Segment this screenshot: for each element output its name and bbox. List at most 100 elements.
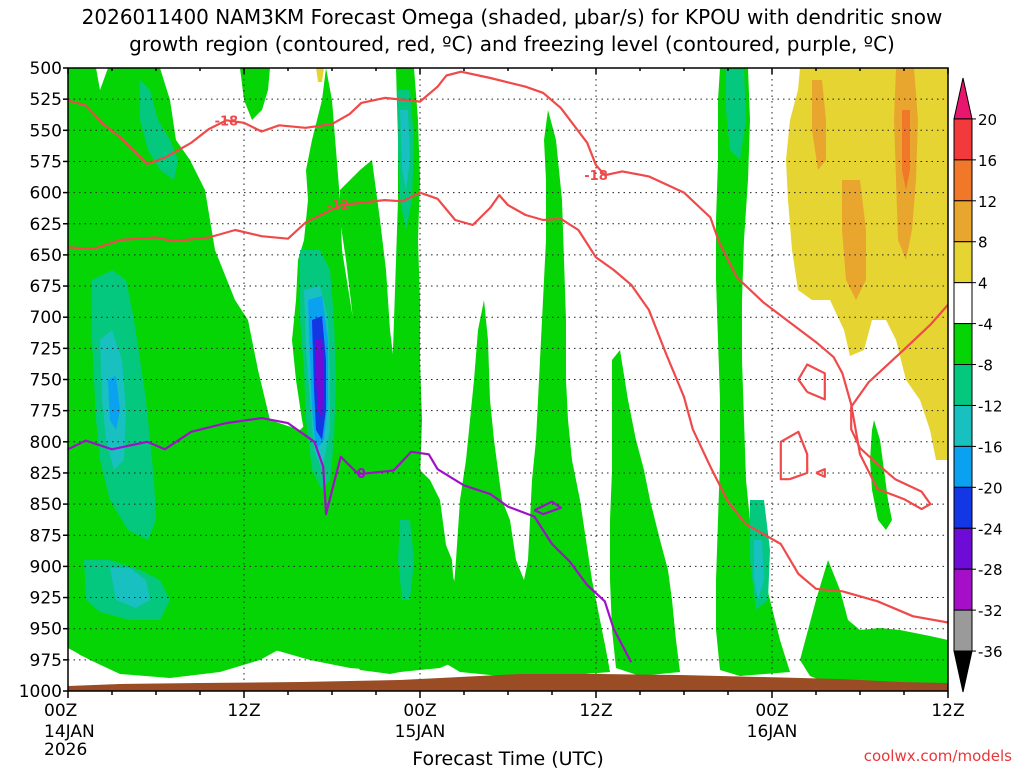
omega-gold-1 [812,80,826,170]
omega-yellow-small [316,68,324,82]
y-axis: 500 525 550 575 600 625 650 675 700 725 750 775 800 8… [19,59,68,702]
colorbar-label: -16 [978,438,1003,456]
colorbar-swatch [953,118,973,161]
credit-text: coolwx.com/models [864,747,1012,765]
x-tick-label-l2: 14JAN [44,722,95,742]
chart-title-line2: growth region (contoured, red, ºC) and f… [129,32,895,56]
colorbar-swatch [953,609,973,652]
gridlines [68,68,948,691]
colorbar-swatch [953,200,973,243]
omega-cyan-4 [400,110,410,190]
colorbar-label: 4 [978,275,988,293]
freezing-level-contour-line [533,500,562,516]
omega-teal-6 [398,520,414,600]
colorbar-label: -24 [978,520,1003,538]
dgz-contour-line [815,468,826,478]
y-tick-label: 550 [30,121,62,141]
omega-blue-2 [108,376,120,430]
colorbar-label: -4 [978,316,993,334]
terrain [68,674,948,691]
colorbar-label: -20 [978,479,1003,497]
dgz-contour-line [779,430,809,481]
omega-cyan-5 [754,540,764,600]
y-tick-label: 825 [30,464,62,484]
x-tick-label-l1: 12Z [579,701,612,721]
colorbar: 20 16 12 8 4 -4 -8 -12 -16 -20 -24 -28 -32 -36 [953,77,1003,693]
y-tick-label: 950 [30,620,62,640]
y-tick-label: 675 [30,277,62,297]
dgz-contour-line [797,363,826,401]
y-tick-label: 800 [30,433,62,453]
omega-region-east1 [610,350,680,676]
colorbar-swatch [953,527,973,570]
x-tick-label-l2: 15JAN [395,722,446,742]
colorbar-swatch [953,445,973,488]
colorbar-label: -8 [978,357,993,375]
x-tick-label-l1: 00Z [403,701,436,721]
colorbar-label: 8 [978,234,988,252]
colorbar-label: 12 [978,193,997,211]
y-tick-label: 900 [30,557,62,577]
dgz-contour-label: -18 [584,169,608,184]
colorbar-swatch [953,77,973,120]
y-tick-label: 850 [30,495,62,515]
y-tick-label: 1000 [19,682,62,702]
dgz-contour-label: -18 [215,114,239,129]
omega-shading-green [68,68,948,691]
colorbar-label: 20 [978,111,997,129]
omega-teal-7 [726,70,746,160]
y-tick-label: 500 [30,59,62,79]
x-tick-label-l1: 00Z [755,701,788,721]
freezing-contour-label: 0 [357,467,366,482]
colorbar-swatch [953,159,973,202]
freezing-level-contours [68,417,633,663]
y-tick-label: 650 [30,246,62,266]
colorbar-swatch [953,364,973,406]
dgz-contour-line [68,70,948,511]
freezing-level-contour-line [68,417,633,663]
colorbar-label: 16 [978,152,997,170]
chart-title-line1: 2026011400 NAM3KM Forecast Omega (shaded… [82,5,943,29]
omega-region-east2 [716,68,790,676]
colorbar-swatch [953,282,973,325]
colorbar-swatch [953,323,973,366]
y-tick-label: 775 [30,402,62,422]
plot-area: -18 -18 -12 0 [68,68,948,691]
x-axis-label: Forecast Time (UTC) [412,748,603,768]
colorbar-swatch [953,486,973,529]
omega-gold-2 [842,180,866,300]
colorbar-label: -36 [978,643,1003,661]
colorbar-swatch [953,650,973,693]
dgz-contour-label: -12 [326,199,350,214]
y-tick-label: 600 [30,184,62,204]
colorbar-swatch [953,404,973,447]
x-tick-label-l1: 12Z [931,701,964,721]
colorbar-label: -12 [978,397,1003,415]
y-tick-label: 750 [30,371,62,391]
omega-region-left-lower [68,500,304,678]
y-tick-label: 625 [30,215,62,235]
colorbar-swatch [953,241,973,284]
omega-region-east3 [800,560,948,691]
y-tick-label: 575 [30,152,62,172]
omega-region-east4 [870,420,892,530]
dgz-contour-line [68,191,948,624]
omega-region-top-right-left [240,68,270,120]
y-tick-label: 925 [30,589,62,609]
omega-shading-violet [316,338,324,420]
y-tick-label: 725 [30,339,62,359]
colorbar-swatch [953,568,973,611]
contour-labels: -18 -18 -12 0 [215,114,608,482]
y-tick-label: 875 [30,526,62,546]
x-tick-label-l1: 12Z [227,701,260,721]
y-tick-label: 525 [30,90,62,110]
colorbar-label: -32 [978,602,1003,620]
colorbar-label: -28 [978,561,1003,579]
y-tick-label: 700 [30,308,62,328]
x-tick-label-l3: 2026 [44,740,87,760]
x-tick-label-l1: 00Z [44,701,77,721]
y-tick-label: 975 [30,651,62,671]
